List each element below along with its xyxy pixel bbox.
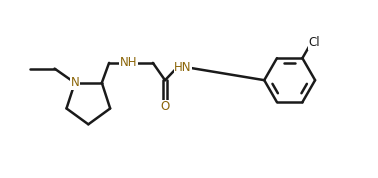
Text: NH: NH <box>120 56 137 69</box>
Text: Cl: Cl <box>309 36 321 49</box>
Text: O: O <box>160 100 170 113</box>
Text: N: N <box>70 76 79 89</box>
Text: HN: HN <box>174 61 192 74</box>
